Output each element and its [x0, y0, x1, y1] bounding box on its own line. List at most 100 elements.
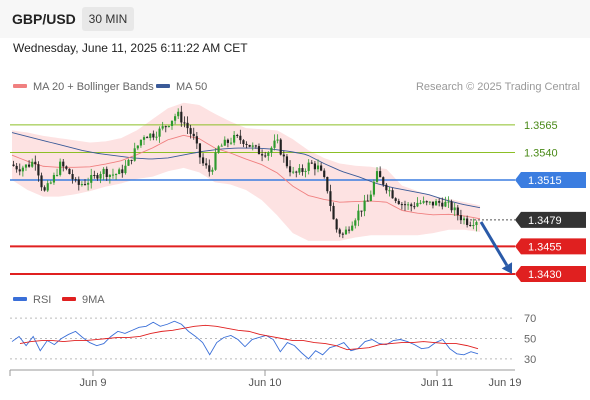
- candle-body: [236, 135, 239, 137]
- level-label-box: [515, 172, 586, 189]
- candle-body: [413, 206, 416, 208]
- candle-body: [180, 111, 183, 123]
- candle-body: [121, 169, 124, 174]
- candle-body: [335, 219, 338, 230]
- chart-header: GBP/USD 30 MIN: [0, 0, 590, 38]
- candle-body: [102, 168, 105, 174]
- bollinger-band: [12, 102, 480, 241]
- candle-body: [186, 122, 189, 129]
- candle-body: [416, 202, 419, 207]
- candle-body: [62, 161, 65, 167]
- candle-body: [385, 184, 388, 191]
- candle-body: [198, 143, 202, 158]
- candle-body: [347, 229, 351, 231]
- candle-body: [80, 184, 83, 186]
- candle-body: [18, 169, 21, 172]
- candle-body: [428, 201, 431, 203]
- candle-body: [391, 190, 394, 199]
- candle-body: [329, 191, 332, 206]
- candle-body: [52, 174, 56, 183]
- candle-body: [450, 201, 453, 211]
- x-axis-ticks: Jun 9 Jun 10 Jun 11 Jun 19: [80, 370, 522, 389]
- candle-body: [344, 229, 348, 235]
- candlestick-series: [12, 105, 478, 239]
- candle-body: [99, 173, 102, 179]
- candle-body: [111, 174, 115, 176]
- candle-body: [400, 204, 403, 206]
- level-label-box: [515, 238, 586, 255]
- candle-body: [431, 201, 435, 206]
- candle-body: [108, 174, 111, 178]
- candle-body: [34, 161, 37, 165]
- symbol-label: GBP/USD: [12, 11, 76, 27]
- candle-body: [208, 165, 211, 172]
- candle-body: [83, 184, 87, 186]
- candle-body: [12, 164, 15, 166]
- candle-body: [403, 204, 407, 206]
- bollinger-middle-line: [11, 134, 481, 220]
- legend-swatch-9ma: [62, 297, 76, 301]
- candle-body: [438, 201, 441, 203]
- candle-body: [214, 152, 217, 170]
- candle-body: [379, 171, 382, 178]
- candle-body: [55, 174, 59, 176]
- candle-body: [397, 200, 400, 205]
- candle-body: [71, 174, 74, 180]
- candle-body: [292, 171, 295, 173]
- legend-swatch-rsi: [13, 297, 27, 301]
- candle-body: [96, 175, 99, 179]
- candle-body: [87, 182, 90, 185]
- x-tick-label: Jun 19: [488, 377, 521, 389]
- candle-body: [90, 175, 93, 183]
- legend-swatch-ma50: [156, 84, 170, 88]
- candle-body: [407, 204, 410, 206]
- candle-body: [93, 175, 96, 177]
- candle-body: [469, 224, 472, 226]
- candle-body: [174, 116, 177, 121]
- candle-body: [453, 207, 456, 211]
- timeframe-button[interactable]: 30 MIN: [82, 7, 134, 31]
- candle-body: [133, 148, 136, 161]
- candle-body: [149, 133, 152, 138]
- candle-body: [459, 215, 463, 221]
- candle-body: [323, 170, 326, 177]
- rsi-ma-line: [19, 324, 479, 351]
- chart-datetime: Wednesday, June 11, 2025 6:11:22 AM CET: [13, 41, 248, 55]
- candle-body: [307, 162, 310, 171]
- candle-body: [239, 135, 242, 141]
- candle-body: [475, 222, 478, 226]
- candle-body: [105, 168, 108, 178]
- candle-body: [217, 146, 220, 153]
- candle-body: [195, 136, 198, 144]
- rsi-tick-label: 70: [524, 313, 536, 325]
- candle-body: [422, 201, 425, 203]
- price-levels: [10, 124, 515, 275]
- x-tick-label: Jun 11: [421, 377, 453, 389]
- candle-body: [295, 171, 298, 173]
- candle-body: [341, 233, 344, 235]
- candle-body: [257, 146, 261, 155]
- level-label-box: [515, 265, 586, 282]
- candle-body: [332, 205, 335, 220]
- candle-body: [282, 154, 285, 157]
- rsi-grid: 70 50 30: [10, 313, 536, 366]
- ma50-line: [11, 132, 481, 209]
- forecast-arrow: [479, 221, 509, 267]
- candle-body: [49, 182, 52, 184]
- candle-body: [205, 163, 208, 166]
- x-tick-label: Jun 9: [80, 377, 107, 389]
- candle-body: [130, 159, 133, 161]
- candle-body: [375, 171, 379, 182]
- candle-body: [46, 183, 49, 191]
- research-credit: Research © 2025 Trading Central: [416, 81, 580, 93]
- candle-body: [139, 139, 143, 146]
- candle-body: [276, 139, 279, 141]
- candle-body: [304, 170, 307, 172]
- candle-body: [419, 202, 422, 204]
- candle-body: [74, 179, 77, 181]
- candle-body: [288, 166, 292, 173]
- level-label: 1.3455: [528, 241, 562, 253]
- level-label: 1.3540: [524, 147, 558, 159]
- candle-body: [279, 139, 282, 155]
- candle-body: [43, 187, 46, 191]
